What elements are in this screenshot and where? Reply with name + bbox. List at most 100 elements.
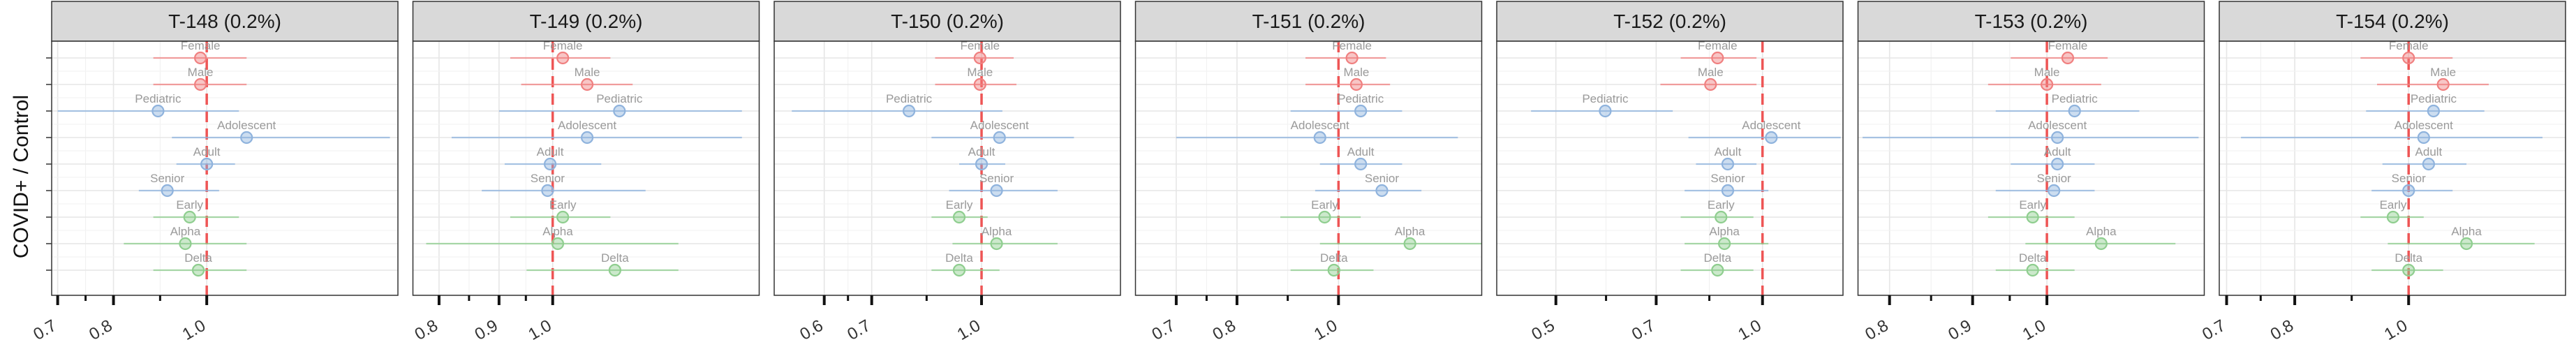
point-label-male: Male xyxy=(1698,66,1724,79)
panel-t-149-0-2: T-149 (0.2%) Female Male Pediatric Adolescen… xyxy=(412,1,760,340)
point-early xyxy=(556,210,570,224)
point-label-pediatric: Pediatric xyxy=(596,92,643,105)
x-tick-label: 1.0 xyxy=(2381,316,2411,340)
x-tick-label: 0.7 xyxy=(30,316,59,340)
point-label-alpha: Alpha xyxy=(1395,225,1426,238)
panel-t-151-0-2: T-151 (0.2%) Female Male Pediatric Adolescen… xyxy=(1134,1,1483,340)
x-tick-label: 0.7 xyxy=(844,316,873,340)
point-label-female: Female xyxy=(543,39,583,52)
point-delta xyxy=(608,263,621,277)
panel-plot-area xyxy=(774,41,1120,295)
panel-plot-area xyxy=(1135,41,1482,295)
x-tick-label: 0.8 xyxy=(86,316,115,340)
point-label-pediatric: Pediatric xyxy=(1338,92,1384,105)
point-senior xyxy=(2402,184,2415,198)
x-tick-label: 1.0 xyxy=(1735,316,1764,340)
point-adolescent xyxy=(2051,131,2064,145)
point-label-adolescent: Adolescent xyxy=(217,119,276,132)
point-alpha xyxy=(551,237,565,251)
point-label-female: Female xyxy=(2389,39,2429,52)
point-label-alpha: Alpha xyxy=(170,225,201,238)
point-label-delta: Delta xyxy=(1703,251,1731,265)
point-male xyxy=(2040,77,2054,91)
point-label-senior: Senior xyxy=(2392,172,2426,185)
point-early xyxy=(952,210,966,224)
point-label-adolescent: Adolescent xyxy=(2394,119,2453,132)
panel-title: T-153 (0.2%) xyxy=(1975,10,2088,32)
point-label-alpha: Alpha xyxy=(1709,225,1740,238)
point-label-adolescent: Adolescent xyxy=(970,119,1029,132)
panel-t-150-0-2: T-150 (0.2%) Female Male Pediatric Adolescen… xyxy=(773,1,1121,340)
point-early xyxy=(1318,210,1331,224)
point-male xyxy=(2436,77,2450,91)
point-label-male: Male xyxy=(575,66,600,79)
point-adolescent xyxy=(993,131,1006,145)
x-tick-label: 1.0 xyxy=(2020,316,2049,340)
point-label-senior: Senior xyxy=(979,172,1014,185)
x-tick-label: 0.8 xyxy=(1862,316,1891,340)
point-adolescent xyxy=(580,131,594,145)
panel-strip xyxy=(773,1,1121,42)
point-alpha xyxy=(179,237,192,251)
point-delta xyxy=(1711,263,1724,277)
point-adult xyxy=(1354,157,1368,171)
x-tick-label: 1.0 xyxy=(954,316,984,340)
point-label-adult: Adult xyxy=(193,145,221,158)
point-delta xyxy=(2026,263,2039,277)
x-tick-label: 0.7 xyxy=(2199,316,2228,340)
point-label-female: Female xyxy=(181,39,221,52)
panel-plot-area xyxy=(1858,41,2205,295)
point-pediatric xyxy=(902,104,916,118)
point-alpha xyxy=(2094,237,2108,251)
point-label-adolescent: Adolescent xyxy=(1742,119,1800,132)
point-adolescent xyxy=(2417,131,2430,145)
point-delta xyxy=(2402,263,2415,277)
point-senior xyxy=(541,184,554,198)
point-female xyxy=(2061,51,2075,65)
x-tick-label: 1.0 xyxy=(179,316,209,340)
panel-border xyxy=(2219,40,2566,296)
panel-title: T-154 (0.2%) xyxy=(2336,10,2449,32)
point-male xyxy=(194,77,207,91)
point-label-early: Early xyxy=(946,198,973,212)
panel-border xyxy=(1857,40,2205,296)
point-male xyxy=(973,77,986,91)
point-label-senior: Senior xyxy=(1710,172,1745,185)
point-male xyxy=(580,77,594,91)
point-female xyxy=(194,51,207,65)
point-female xyxy=(556,51,570,65)
panel-border xyxy=(1496,40,1844,296)
point-label-adolescent: Adolescent xyxy=(2028,119,2087,132)
point-senior xyxy=(1375,184,1389,198)
panels-group: T-148 (0.2%) Female Male Pediatric Adolescen… xyxy=(30,1,2566,340)
point-label-senior: Senior xyxy=(531,172,565,185)
y-axis-label: COVID+ / Control xyxy=(10,95,33,258)
point-label-adolescent: Adolescent xyxy=(1291,119,1349,132)
point-adolescent xyxy=(1765,131,1778,145)
point-label-delta: Delta xyxy=(601,251,629,265)
point-label-adult: Adult xyxy=(2044,145,2071,158)
point-label-early: Early xyxy=(549,198,577,212)
point-pediatric xyxy=(1354,104,1368,118)
point-label-female: Female xyxy=(1332,39,1372,52)
point-label-pediatric: Pediatric xyxy=(2052,92,2098,105)
point-label-adult: Adult xyxy=(968,145,995,158)
point-adult xyxy=(2422,157,2436,171)
panel-border xyxy=(51,40,399,296)
point-label-alpha: Alpha xyxy=(2086,225,2117,238)
panel-t-152-0-2: T-152 (0.2%) Female Male Pediatric Adolescen… xyxy=(1496,1,1844,340)
point-delta xyxy=(1327,263,1340,277)
point-label-early: Early xyxy=(2019,198,2046,212)
point-adult xyxy=(543,157,557,171)
point-female xyxy=(973,51,986,65)
x-tick-label: 0.9 xyxy=(471,316,501,340)
point-label-pediatric: Pediatric xyxy=(886,92,933,105)
point-label-male: Male xyxy=(1343,66,1369,79)
panel-t-148-0-2: T-148 (0.2%) Female Male Pediatric Adolescen… xyxy=(30,1,399,340)
x-tick-label: 0.6 xyxy=(797,316,826,340)
point-label-male: Male xyxy=(188,66,214,79)
point-pediatric xyxy=(151,104,165,118)
x-tick-label: 0.8 xyxy=(2267,316,2297,340)
point-label-delta: Delta xyxy=(1320,251,1348,265)
point-label-adult: Adult xyxy=(537,145,564,158)
